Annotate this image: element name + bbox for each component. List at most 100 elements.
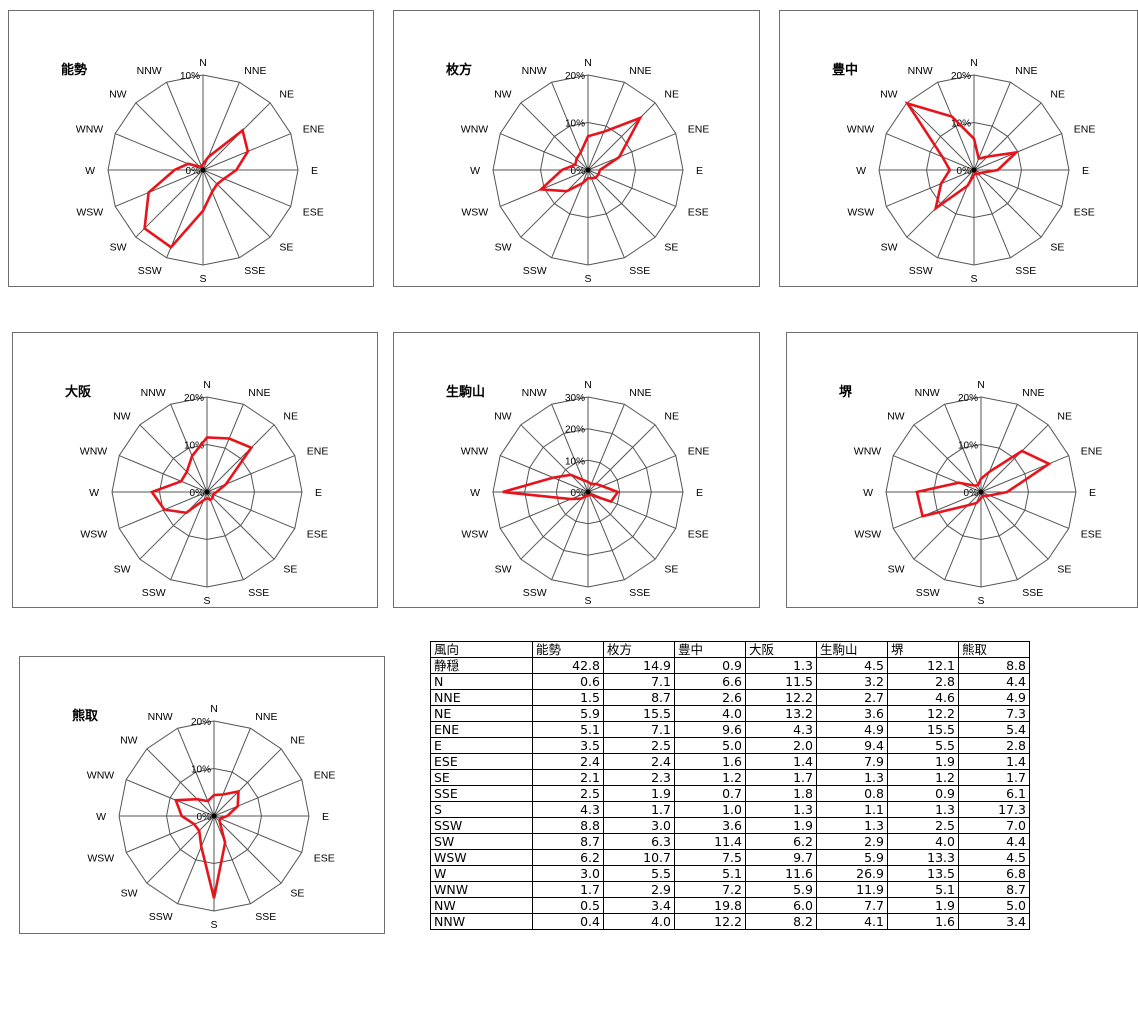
direction-label: SSE xyxy=(1015,265,1036,277)
series-line xyxy=(143,128,250,249)
table-row: NW 0.5 3.4 19.8 6.0 7.7 1.9 5.0 xyxy=(430,897,1030,914)
direction-label: SSW xyxy=(916,587,940,599)
table-cell: 7.2 xyxy=(674,881,746,898)
wind-rose-panel-sakai: 堺 N NNE NE ENE E ESE SE SSE S SSW SW WSW W WNW NW NNW 0%… xyxy=(786,332,1138,608)
direction-label: SSW xyxy=(149,911,173,923)
table-cell: 12.2 xyxy=(745,689,817,706)
table-cell: 4.6 xyxy=(887,689,959,706)
table-cell: 0.5 xyxy=(532,897,604,914)
radial-tick-label: 0% xyxy=(190,488,205,499)
direction-label: WSW xyxy=(461,528,488,540)
table-cell: 2.4 xyxy=(603,753,675,770)
table-cell: 4.0 xyxy=(887,833,959,850)
spoke-nw xyxy=(520,424,589,493)
table-cell: ENE xyxy=(430,721,533,738)
table-cell: 7.0 xyxy=(958,817,1030,834)
table-cell: 静穏 xyxy=(430,657,533,674)
spoke-ssw xyxy=(944,491,982,580)
spoke-sse xyxy=(973,169,1011,258)
table-cell: 1.2 xyxy=(887,769,959,786)
table-cell: 3.6 xyxy=(816,705,888,722)
direction-label: ESE xyxy=(1081,528,1102,540)
direction-label: WSW xyxy=(847,206,874,218)
table-cell: 2.8 xyxy=(958,737,1030,754)
table-cell: 4.1 xyxy=(816,913,888,930)
table-cell: 1.6 xyxy=(674,753,746,770)
table-row: NNE 1.5 8.7 2.6 12.2 2.7 4.6 4.9 xyxy=(430,689,1030,706)
spoke-wnw xyxy=(500,133,589,171)
direction-label: SE xyxy=(1057,563,1071,575)
series-line xyxy=(173,789,240,899)
direction-label: ENE xyxy=(307,446,329,458)
table-cell: 1.7 xyxy=(745,769,817,786)
direction-label: SSE xyxy=(255,911,276,923)
spoke-ssw xyxy=(551,491,589,580)
wind-rose-chart: NNNENEENEEESESESSESSSWSWWSWWWNWNWNNW0%10… xyxy=(847,57,1096,285)
direction-label: SW xyxy=(110,241,127,253)
chart-title: 能勢 xyxy=(61,63,88,78)
table-cell: NW xyxy=(430,897,533,914)
spoke-wsw xyxy=(119,491,208,529)
direction-label: SSE xyxy=(629,265,650,277)
table-cell: 13.3 xyxy=(887,849,959,866)
table-cell: 9.7 xyxy=(745,849,817,866)
table-cell: 12.2 xyxy=(674,913,746,930)
table-cell: 4.5 xyxy=(958,849,1030,866)
table-cell: 9.4 xyxy=(816,737,888,754)
direction-label: NE xyxy=(1050,89,1065,101)
direction-label: N xyxy=(203,379,211,391)
direction-label: SE xyxy=(664,241,678,253)
spoke-nw xyxy=(146,748,215,817)
table-cell: 4.4 xyxy=(958,833,1030,850)
radial-tick-label: 20% xyxy=(951,71,971,82)
direction-label: S xyxy=(210,919,217,931)
direction-label: SSE xyxy=(244,265,265,277)
table-header-cell: 堺 xyxy=(887,641,959,658)
direction-label: E xyxy=(1082,165,1089,177)
radial-tick-label: 20% xyxy=(958,393,978,404)
direction-label: SSW xyxy=(142,587,166,599)
direction-label: WNW xyxy=(76,124,103,136)
wind-rose-chart: NNNENEENEEESESESSESSSWSWWSWWWNWNWNNW0%10… xyxy=(87,703,336,931)
table-cell: 2.5 xyxy=(603,737,675,754)
table-cell: 13.2 xyxy=(745,705,817,722)
spoke-se xyxy=(973,169,1042,238)
direction-label: WNW xyxy=(80,446,107,458)
spoke-se xyxy=(980,491,1049,560)
table-cell: 1.4 xyxy=(745,753,817,770)
direction-label: E xyxy=(1089,487,1096,499)
table-cell: 1.7 xyxy=(532,881,604,898)
table-cell: 1.3 xyxy=(816,817,888,834)
direction-label: WSW xyxy=(87,852,114,864)
spoke-sw xyxy=(913,491,982,560)
spoke-sse xyxy=(587,491,625,580)
table-row: N 0.6 7.1 6.6 11.5 3.2 2.8 4.4 xyxy=(430,673,1030,690)
direction-label: NNE xyxy=(629,387,651,399)
table-cell: ESE xyxy=(430,753,533,770)
spoke-nnw xyxy=(551,404,589,493)
wind-rose-chart: NNNENEENEEESESESSESSSWSWWSWWWNWNWNNW0%10… xyxy=(76,57,325,285)
spoke-nw xyxy=(520,102,589,171)
spoke-se xyxy=(587,491,656,560)
spoke-ene xyxy=(980,455,1069,493)
table-cell: 5.5 xyxy=(603,865,675,882)
chart-title: 枚方 xyxy=(446,63,473,78)
spoke-se xyxy=(206,491,275,560)
direction-label: S xyxy=(977,595,984,607)
table-cell: 26.9 xyxy=(816,865,888,882)
table-cell: 8.8 xyxy=(958,657,1030,674)
table-cell: 5.0 xyxy=(674,737,746,754)
table-row: SSW 8.8 3.0 3.6 1.9 1.3 2.5 7.0 xyxy=(430,817,1030,834)
center-point xyxy=(971,167,977,173)
spoke-ese xyxy=(213,815,302,853)
direction-label: SE xyxy=(279,241,293,253)
direction-label: E xyxy=(315,487,322,499)
spoke-ene xyxy=(587,133,676,171)
table-cell: 4.5 xyxy=(816,657,888,674)
spoke-ese xyxy=(587,169,676,207)
direction-label: S xyxy=(199,273,206,285)
spoke-wnw xyxy=(886,133,975,171)
spoke-wsw xyxy=(126,815,215,853)
direction-label: NW xyxy=(120,735,138,747)
table-cell: 0.8 xyxy=(816,785,888,802)
